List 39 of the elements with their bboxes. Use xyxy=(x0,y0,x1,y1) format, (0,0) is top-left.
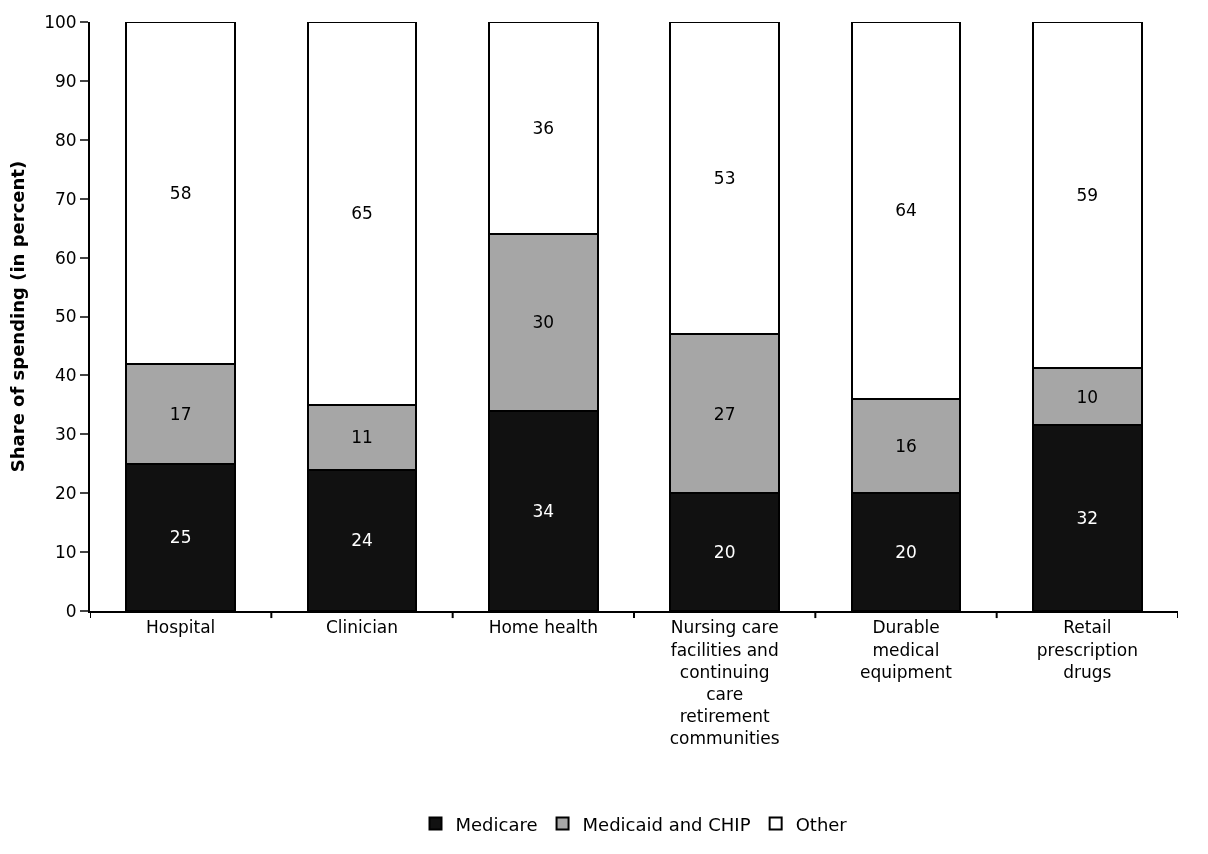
y-tick-label: 50 xyxy=(54,306,77,327)
x-tick-label: Home health xyxy=(488,617,599,638)
data-label: 20 xyxy=(713,542,736,563)
x-tick-label: Nursing care facilities and continuing care retirement communities xyxy=(669,617,780,748)
x-tick-label: Clinician xyxy=(325,617,399,638)
data-label: 30 xyxy=(532,312,555,333)
data-label: 53 xyxy=(713,168,736,189)
legend-label: Other xyxy=(795,813,848,835)
y-tick-label: 30 xyxy=(54,424,77,445)
data-label: 58 xyxy=(169,182,192,203)
data-label: 32 xyxy=(1076,507,1099,528)
data-label: 64 xyxy=(895,200,917,221)
data-label: 59 xyxy=(1076,185,1099,206)
x-tick-label: Retail prescription drugs xyxy=(1036,617,1138,682)
legend-label: Medicare xyxy=(455,813,538,835)
x-tick-label: Hospital xyxy=(145,617,216,638)
y-tick-label: 40 xyxy=(54,365,77,386)
y-tick-label: 20 xyxy=(54,483,77,504)
data-label: 65 xyxy=(351,203,373,224)
data-label: 16 xyxy=(895,436,917,457)
data-label: 25 xyxy=(169,527,192,548)
y-axis-title: Share of spending (in percent) xyxy=(6,160,28,473)
y-tick-label: 0 xyxy=(65,600,77,621)
data-label: 11 xyxy=(351,427,373,448)
data-label: 17 xyxy=(169,403,192,424)
data-label: 36 xyxy=(532,118,555,139)
x-tick-label: Durable medical equipment xyxy=(860,617,953,682)
y-tick-label: 60 xyxy=(54,247,77,268)
y-tick-label: 90 xyxy=(54,70,77,91)
y-tick-label: 10 xyxy=(54,542,77,563)
data-label: 34 xyxy=(532,500,555,521)
y-tick-label: 70 xyxy=(54,188,77,209)
y-tick-label: 80 xyxy=(54,129,77,150)
data-label: 20 xyxy=(895,542,917,563)
legend-label: Medicaid and CHIP xyxy=(582,813,751,835)
data-label: 27 xyxy=(713,403,736,424)
data-label: 24 xyxy=(351,530,373,551)
data-label: 10 xyxy=(1076,386,1099,407)
y-tick-label: 100 xyxy=(44,11,77,32)
